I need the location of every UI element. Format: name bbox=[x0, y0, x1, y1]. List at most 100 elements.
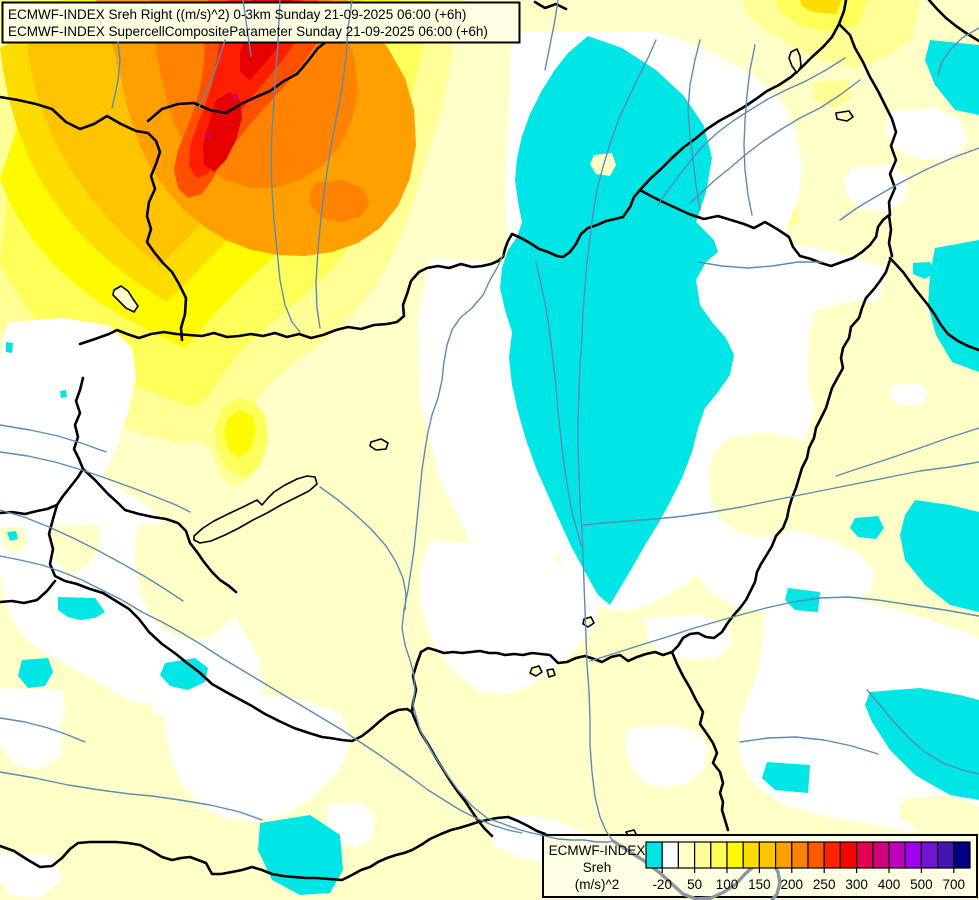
river-bl-2 bbox=[0, 771, 263, 821]
colorbar-cell-7 bbox=[758, 841, 777, 869]
cyan-hole bbox=[590, 153, 616, 176]
colorbar-cell-5 bbox=[726, 841, 744, 869]
colorbar-cell-19 bbox=[953, 841, 971, 869]
river-bodrog bbox=[689, 79, 861, 204]
border-nw-ew bbox=[0, 95, 150, 135]
cyan-se-small bbox=[762, 762, 810, 793]
cream-island-sw3 bbox=[134, 522, 260, 640]
lake-velence bbox=[369, 438, 389, 451]
colorbar-tick-label: 700 bbox=[943, 877, 966, 892]
sreh-spot-100 bbox=[224, 410, 256, 458]
colorbar-cell-10 bbox=[807, 841, 825, 869]
sreh-core-350b bbox=[203, 92, 242, 172]
river-sio bbox=[319, 486, 407, 611]
white-south-central bbox=[420, 540, 600, 695]
river-hron bbox=[270, 0, 301, 333]
white-hole-east bbox=[888, 383, 928, 406]
river-se-2 bbox=[866, 689, 979, 775]
border-slo-cro-spur bbox=[81, 467, 238, 594]
white-mid-south bbox=[645, 615, 732, 660]
river-se-1 bbox=[739, 736, 879, 755]
colorbar-cell-9 bbox=[791, 841, 809, 869]
colorbar-cell-16 bbox=[904, 841, 923, 869]
cream-island-se bbox=[680, 782, 772, 833]
overlay-text: ECMWF-INDEX Sreh Right ((m/s)^2) 0-3km S… bbox=[8, 7, 971, 892]
border-top-stub bbox=[533, 0, 568, 11]
cyan-east-edge2 bbox=[900, 500, 979, 612]
river-danube-lower bbox=[611, 839, 782, 900]
colorbar-cell-4 bbox=[710, 841, 728, 869]
white-se1 bbox=[692, 512, 875, 615]
colorbar-cell-6 bbox=[742, 841, 761, 869]
colorbar-cell-0 bbox=[645, 841, 663, 869]
colorbar-tick-label: 200 bbox=[781, 877, 804, 892]
sreh-peak-400 bbox=[232, 94, 238, 100]
river-bl-1 bbox=[0, 717, 86, 743]
river-vah bbox=[197, 39, 226, 111]
colorbar-tick-label: 50 bbox=[687, 877, 702, 892]
river-ipel bbox=[315, 0, 353, 329]
colorbar-cell-14 bbox=[872, 841, 890, 869]
cyan-ne-corner bbox=[925, 40, 979, 115]
river-ne-1 bbox=[687, 39, 701, 211]
lake-small-2 bbox=[546, 668, 556, 678]
lake-balaton bbox=[193, 475, 318, 544]
colorbar-cell-2 bbox=[677, 841, 696, 869]
cyan-east-spot bbox=[913, 262, 934, 279]
legend-parameter-label: Sreh bbox=[583, 860, 612, 875]
cyan-east-small bbox=[850, 516, 884, 539]
lake-neusiedl bbox=[112, 285, 139, 313]
cream-island-se2 bbox=[898, 795, 979, 838]
river-zagyva bbox=[535, 261, 582, 546]
border-hu-ro-south bbox=[419, 258, 892, 665]
river-upper-tisza bbox=[657, 57, 846, 206]
colorbar-cell-8 bbox=[774, 841, 793, 869]
ne-gold bbox=[800, 0, 842, 14]
colorbar-cell-12 bbox=[839, 841, 858, 869]
river-drava bbox=[0, 555, 523, 834]
border-serbia-east bbox=[670, 650, 730, 832]
border-ua-ns bbox=[837, 22, 898, 217]
border-bottom-long bbox=[0, 815, 547, 882]
river-koros bbox=[583, 461, 979, 526]
cyan-east-edge1 bbox=[928, 240, 979, 372]
ne-yellow-50 bbox=[742, 0, 920, 68]
river-mura bbox=[0, 509, 184, 602]
title-line-2: ECMWF-INDEX SupercellCompositeParameter … bbox=[8, 24, 488, 39]
colorbar-cell-18 bbox=[936, 841, 955, 869]
colorbar-tick-label: 250 bbox=[813, 877, 836, 892]
cream-island-bl1 bbox=[60, 700, 162, 790]
border-west-ns bbox=[145, 131, 188, 342]
river-maros bbox=[589, 596, 979, 662]
border-north-hungary bbox=[78, 188, 894, 346]
legend-colorbar: -20 50 100 150 200 250 300 400 500 700 bbox=[645, 841, 971, 892]
border-ne-ua-sk bbox=[638, 0, 848, 192]
colorbar-tick-label: 150 bbox=[748, 877, 771, 892]
cream-island-ec2 bbox=[708, 432, 830, 538]
colorbar-cell-15 bbox=[888, 841, 906, 869]
river-szamos bbox=[839, 147, 979, 221]
sreh-peak-400b bbox=[205, 132, 211, 138]
colorbar-cell-3 bbox=[693, 841, 712, 869]
colorbar-tick-label: 100 bbox=[716, 877, 739, 892]
title-line-1: ECMWF-INDEX Sreh Right ((m/s)^2) 0-3km S… bbox=[8, 7, 466, 22]
colorbar-tick-label: 500 bbox=[910, 877, 933, 892]
colorbar-cell-1 bbox=[661, 841, 680, 869]
colorbar-tick-label: 400 bbox=[878, 877, 901, 892]
river-morava bbox=[111, 41, 121, 109]
border-ua-ro-east bbox=[888, 256, 979, 352]
cyan-sw3 bbox=[160, 658, 208, 690]
ne-yellow-spot1 bbox=[812, 80, 852, 108]
river-raba2 bbox=[0, 424, 107, 453]
cream-island-bc bbox=[348, 688, 560, 788]
lake-ne-2 bbox=[835, 110, 854, 122]
lake-small-1 bbox=[529, 665, 543, 677]
river-top-right bbox=[937, 27, 979, 76]
white-bottom-left3 bbox=[0, 852, 62, 898]
cyan-dot1 bbox=[7, 531, 18, 541]
